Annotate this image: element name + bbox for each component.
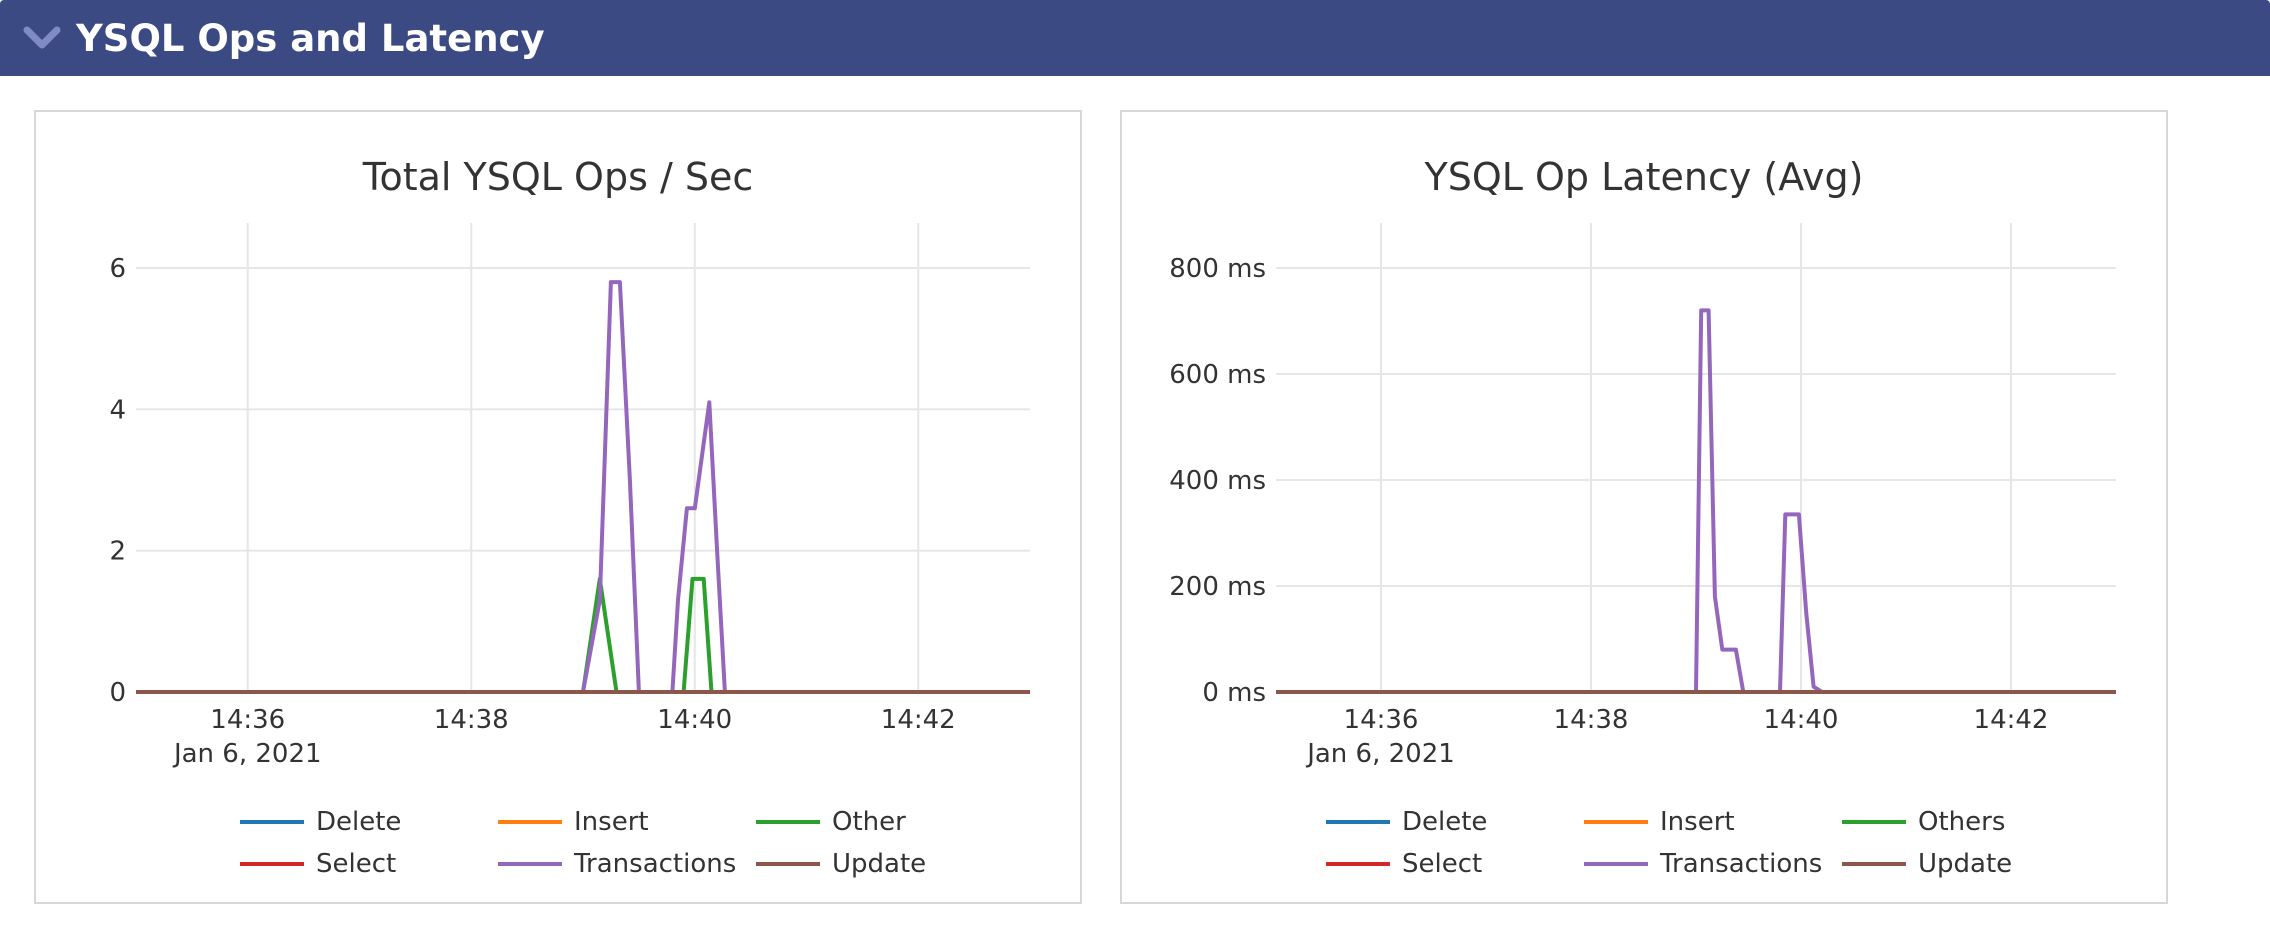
latency-chart-panel: YSQL Op Latency (Avg) 0 ms 200 ms 400 ms 600… <box>1120 110 2168 904</box>
y-tick-label: 400 ms <box>1169 466 1266 496</box>
y-tick-label: 200 ms <box>1169 572 1266 602</box>
legend-label: Insert <box>574 807 649 837</box>
x-tick-label: 14:40 <box>1764 705 1839 735</box>
y-tick-label: 2 <box>109 537 126 567</box>
x-tick-label: 14:36 <box>210 705 285 735</box>
x-tick-label: 14:36 <box>1344 705 1419 735</box>
chevron-down-icon[interactable] <box>20 16 64 60</box>
legend-item-insert[interactable]: Insert <box>1584 807 1735 837</box>
y-tick-label: 800 ms <box>1169 254 1266 284</box>
y-tick-label: 0 <box>109 678 126 708</box>
legend-item-transactions[interactable]: Transactions <box>1584 849 1822 879</box>
legend-item-select[interactable]: Select <box>1326 849 1482 879</box>
legend-label: Select <box>1402 849 1482 879</box>
ops-chart-panel: Total YSQL Ops / Sec 0 2 4 6 14:36 14:38 14:40 1… <box>34 110 1082 904</box>
y-tick-label: 600 ms <box>1169 360 1266 390</box>
chart-title: Total YSQL Ops / Sec <box>362 155 754 199</box>
legend-item-delete[interactable]: Delete <box>240 807 401 837</box>
chart-title: YSQL Op Latency (Avg) <box>1424 155 1864 199</box>
legend-item-other[interactable]: Other <box>756 807 906 837</box>
y-tick-label: 0 ms <box>1202 678 1266 708</box>
x-date-label: Jan 6, 2021 <box>1305 739 1455 769</box>
legend-label: Other <box>832 807 906 837</box>
series-line-other <box>136 576 1030 694</box>
legend-item-transactions[interactable]: Transactions <box>498 849 736 879</box>
legend-label: Delete <box>316 807 401 837</box>
legend-label: Others <box>1918 807 2005 837</box>
legend-label: Select <box>316 849 396 879</box>
y-tick-label: 6 <box>109 254 126 284</box>
x-date-label: Jan 6, 2021 <box>172 739 322 769</box>
series-line-transactions <box>136 280 1030 694</box>
section-header[interactable]: YSQL Ops and Latency <box>0 0 2270 76</box>
legend-item-update[interactable]: Update <box>756 849 926 879</box>
series-line-transactions <box>1276 308 2116 694</box>
y-tick-label: 4 <box>109 395 126 425</box>
legend-label: Insert <box>1660 807 1735 837</box>
legend-item-others[interactable]: Others <box>1842 807 2005 837</box>
x-tick-label: 14:38 <box>1554 705 1629 735</box>
x-tick-label: 14:38 <box>434 705 509 735</box>
legend-item-insert[interactable]: Insert <box>498 807 649 837</box>
x-tick-label: 14:42 <box>881 705 956 735</box>
legend-label: Update <box>832 849 926 879</box>
ops-chart[interactable]: Total YSQL Ops / Sec 0 2 4 6 14:36 14:38 14:40 1… <box>36 112 1080 902</box>
legend-item-delete[interactable]: Delete <box>1326 807 1487 837</box>
x-tick-label: 14:40 <box>657 705 732 735</box>
legend-label: Transactions <box>573 849 736 879</box>
latency-chart[interactable]: YSQL Op Latency (Avg) 0 ms 200 ms 400 ms 600… <box>1122 112 2166 902</box>
legend-label: Delete <box>1402 807 1487 837</box>
legend-label: Transactions <box>1659 849 1822 879</box>
x-tick-label: 14:42 <box>1974 705 2049 735</box>
legend-item-select[interactable]: Select <box>240 849 396 879</box>
legend-label: Update <box>1918 849 2012 879</box>
section-title: YSQL Ops and Latency <box>76 16 545 60</box>
legend-item-update[interactable]: Update <box>1842 849 2012 879</box>
